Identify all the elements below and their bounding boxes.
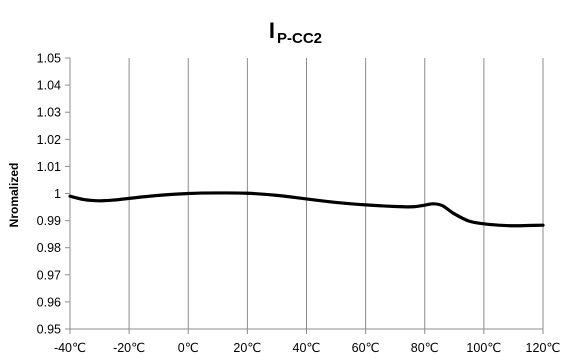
series-lines bbox=[68, 191, 545, 228]
x-tick-label: 40℃ bbox=[293, 341, 321, 355]
chart-title-subscript: P-CC2 bbox=[277, 30, 322, 47]
y-tick-label: 0.97 bbox=[37, 268, 61, 282]
x-tick-label: 0℃ bbox=[178, 341, 199, 355]
chart-title-main: I bbox=[269, 18, 275, 43]
y-tick-label: 1.03 bbox=[37, 106, 61, 120]
x-tick-labels: -40℃ -20℃ 0℃ 20℃ 40℃ 60℃ 80℃ 100℃ 120℃ bbox=[54, 341, 561, 355]
y-axis-label: Nromalized bbox=[7, 163, 21, 228]
y-tick-labels: 0.95 0.96 0.97 0.98 0.99 1 1.01 1.02 1.03 1.04 1.0… bbox=[37, 52, 61, 337]
y-tick-label: 1.04 bbox=[37, 79, 61, 93]
y-tick-label: 1.01 bbox=[37, 160, 61, 174]
y-tick-label: 1.05 bbox=[37, 52, 61, 66]
y-tick-label: 0.98 bbox=[37, 241, 61, 255]
x-tick-label: 120℃ bbox=[526, 341, 561, 355]
y-tick-label: 0.95 bbox=[37, 323, 61, 337]
y-tick-label: 0.96 bbox=[37, 295, 61, 309]
x-tick-label: 100℃ bbox=[466, 341, 501, 355]
y-tick-label: 0.99 bbox=[37, 214, 61, 228]
series-line bbox=[68, 191, 545, 228]
x-tick-label: -20℃ bbox=[113, 341, 145, 355]
x-tick-label: 20℃ bbox=[233, 341, 261, 355]
x-tick-label: -40℃ bbox=[54, 341, 86, 355]
x-tick-label: 80℃ bbox=[411, 341, 439, 355]
axes bbox=[65, 57, 544, 334]
chart-title: I bbox=[269, 18, 275, 43]
x-tick-label: 60℃ bbox=[352, 341, 380, 355]
y-tick-label: 1 bbox=[54, 187, 61, 201]
y-tick-label: 1.02 bbox=[37, 133, 61, 147]
